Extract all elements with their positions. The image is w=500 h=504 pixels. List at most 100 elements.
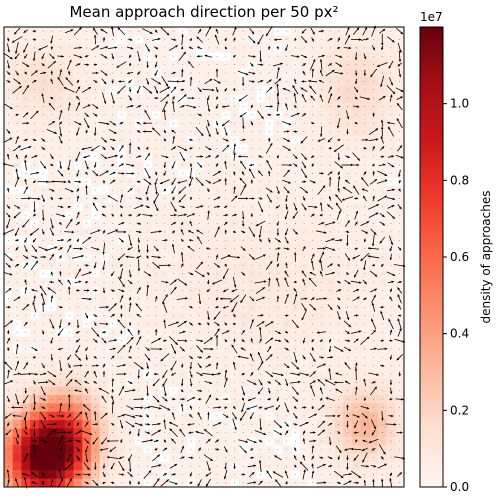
heatmap-cell xyxy=(39,353,48,362)
heatmap-cell xyxy=(39,111,48,120)
heatmap-cell xyxy=(239,203,248,212)
heatmap-cell xyxy=(108,102,117,111)
heatmap-cell xyxy=(152,161,161,170)
heatmap-cell xyxy=(161,194,170,203)
heatmap-cell xyxy=(100,111,109,120)
heatmap-cell xyxy=(117,102,126,111)
heatmap-cell xyxy=(361,127,370,136)
heatmap-cell xyxy=(395,111,404,120)
heatmap-cell xyxy=(4,111,13,120)
heatmap-cell xyxy=(143,328,152,337)
chart-title: Mean approach direction per 50 px² xyxy=(4,3,404,21)
heatmap-cell xyxy=(13,119,22,128)
heatmap-cell xyxy=(387,428,396,437)
heatmap-cell xyxy=(343,395,352,404)
heatmap-cell xyxy=(395,345,404,354)
quiver-arrowhead xyxy=(94,165,97,168)
heatmap-cell xyxy=(326,111,335,120)
heatmap-cell xyxy=(56,44,65,53)
heatmap-cell xyxy=(334,420,343,429)
quiver-arrowhead xyxy=(197,55,199,58)
heatmap-cell xyxy=(300,253,309,262)
heatmap-cell xyxy=(4,94,13,103)
heatmap-cell xyxy=(291,44,300,53)
heatmap-cell xyxy=(82,69,91,78)
heatmap-cell xyxy=(291,328,300,337)
heatmap-cell xyxy=(143,303,152,312)
heatmap-cell xyxy=(13,336,22,345)
heatmap-cell xyxy=(82,211,91,220)
heatmap-cell xyxy=(239,311,248,320)
heatmap-cell xyxy=(395,228,404,237)
heatmap-cell xyxy=(300,345,309,354)
heatmap-cell xyxy=(204,203,213,212)
heatmap-cell xyxy=(195,462,204,471)
heatmap-cell xyxy=(100,60,109,69)
heatmap-cell xyxy=(47,144,56,153)
heatmap-cell xyxy=(100,295,109,304)
heatmap-cell xyxy=(239,86,248,95)
heatmap-cell xyxy=(247,420,256,429)
heatmap-cell xyxy=(239,462,248,471)
heatmap-cell xyxy=(291,270,300,279)
heatmap-cell xyxy=(39,278,48,287)
heatmap-cell xyxy=(282,462,291,471)
heatmap-cell xyxy=(352,111,361,120)
heatmap-cell xyxy=(143,228,152,237)
heatmap-cell xyxy=(195,328,204,337)
heatmap-cell xyxy=(308,219,317,228)
heatmap-cell xyxy=(91,470,100,479)
heatmap-cell xyxy=(282,445,291,454)
heatmap-cell xyxy=(247,236,256,245)
heatmap-cell xyxy=(395,412,404,421)
heatmap-cell xyxy=(291,261,300,270)
heatmap-cell xyxy=(108,244,117,253)
heatmap-cell xyxy=(239,52,248,61)
heatmap-cell xyxy=(326,445,335,454)
heatmap-cell xyxy=(56,186,65,195)
heatmap-cell xyxy=(47,395,56,404)
heatmap-cell xyxy=(387,169,396,178)
heatmap-cell xyxy=(317,161,326,170)
heatmap-cell xyxy=(143,236,152,245)
heatmap-cell xyxy=(256,161,265,170)
heatmap-cell xyxy=(4,311,13,320)
heatmap-cell xyxy=(387,311,396,320)
heatmap-cell xyxy=(143,311,152,320)
heatmap-cell xyxy=(39,77,48,86)
heatmap-cell xyxy=(395,437,404,446)
heatmap-cell xyxy=(334,395,343,404)
heatmap-cell xyxy=(395,35,404,44)
heatmap-cell xyxy=(352,228,361,237)
heatmap-cell xyxy=(239,261,248,270)
heatmap-cell xyxy=(169,270,178,279)
heatmap-cell xyxy=(291,219,300,228)
heatmap-cell xyxy=(100,378,109,387)
heatmap-cell xyxy=(221,77,230,86)
heatmap-cell xyxy=(195,94,204,103)
heatmap-cell xyxy=(317,437,326,446)
heatmap-cell xyxy=(169,236,178,245)
heatmap-cell xyxy=(221,362,230,371)
heatmap-cell xyxy=(300,261,309,270)
heatmap-cell xyxy=(91,403,100,412)
heatmap-cell xyxy=(178,437,187,446)
heatmap-cell xyxy=(291,303,300,312)
heatmap-cell xyxy=(308,44,317,53)
heatmap-cell xyxy=(134,470,143,479)
heatmap-cell xyxy=(65,94,74,103)
heatmap-cell xyxy=(282,370,291,379)
heatmap-cell xyxy=(395,387,404,396)
heatmap-cell xyxy=(230,395,239,404)
heatmap-cell xyxy=(308,52,317,61)
heatmap-cell xyxy=(204,69,213,78)
heatmap-cell xyxy=(39,86,48,95)
heatmap-cell xyxy=(134,462,143,471)
heatmap-cell xyxy=(126,286,135,295)
heatmap-cell xyxy=(300,236,309,245)
heatmap-cell xyxy=(221,437,230,446)
heatmap-cell xyxy=(47,454,56,463)
heatmap-cell xyxy=(152,353,161,362)
heatmap-cell xyxy=(395,253,404,262)
